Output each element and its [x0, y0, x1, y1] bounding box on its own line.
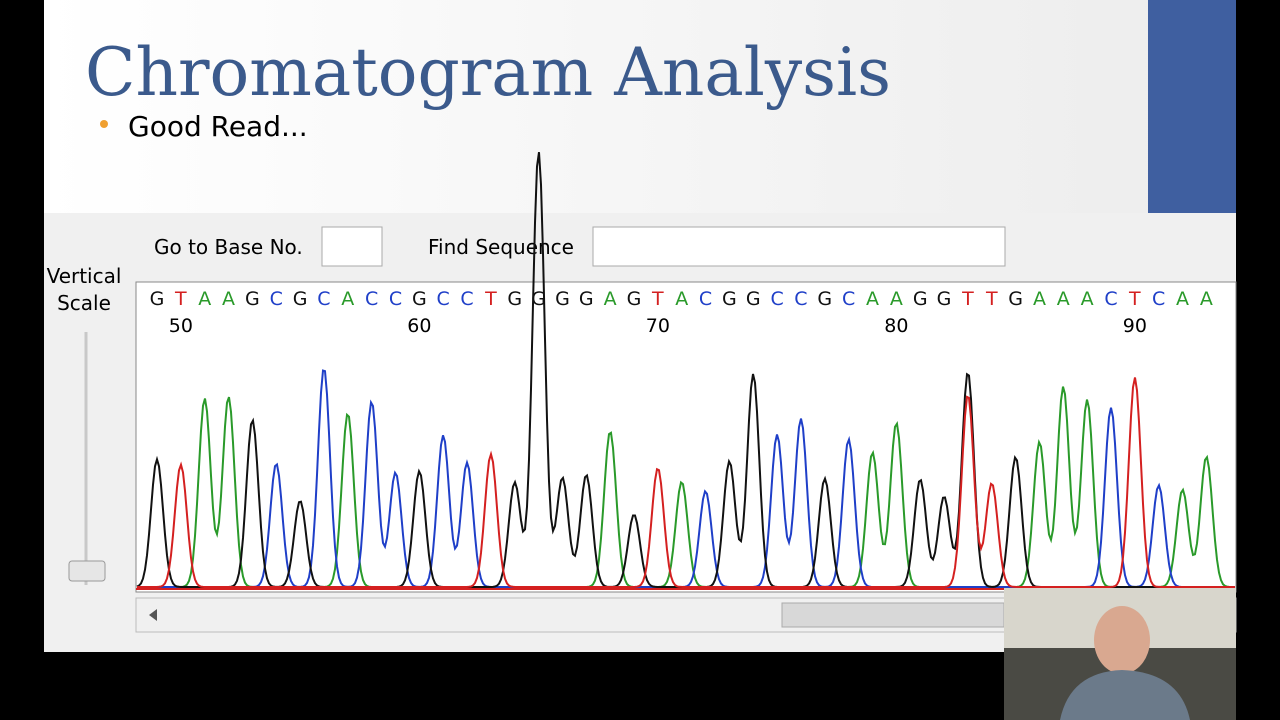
find-label: Find Sequence	[428, 235, 574, 259]
base-letter: A	[1057, 288, 1070, 310]
base-letter: A	[222, 288, 235, 310]
base-letter: C	[270, 288, 283, 310]
webcam-shirt	[1060, 670, 1190, 720]
base-position: 70	[646, 315, 670, 337]
base-letter: A	[675, 288, 688, 310]
webcam-face	[1094, 606, 1150, 674]
base-letter: A	[1033, 288, 1046, 310]
base-letter: A	[890, 288, 903, 310]
base-letter: G	[1008, 288, 1023, 310]
base-letter: A	[866, 288, 879, 310]
goto-input[interactable]	[321, 226, 383, 267]
slide-title: Chromatogram Analysis	[85, 34, 891, 111]
accent-bar	[1148, 0, 1236, 213]
trace	[137, 377, 1235, 588]
scale-label: Vertical	[47, 264, 122, 288]
base-letter: A	[198, 288, 211, 310]
base-letter: T	[961, 288, 974, 310]
base-letter: C	[1152, 288, 1165, 310]
base-letter: G	[627, 288, 642, 310]
base-letter: G	[937, 288, 952, 310]
base-letter: A	[341, 288, 354, 310]
base-letter: G	[913, 288, 928, 310]
base-letter: T	[651, 288, 664, 310]
base-letter: A	[1176, 288, 1189, 310]
base-position: 90	[1123, 315, 1147, 337]
chromatogram-box	[135, 281, 1237, 593]
base-letter: G	[412, 288, 427, 310]
base-letter: G	[293, 288, 308, 310]
goto-label: Go to Base No.	[154, 235, 303, 259]
base-letter: G	[555, 288, 570, 310]
base-letter: A	[1081, 288, 1094, 310]
base-letter: G	[531, 288, 546, 310]
slider-thumb[interactable]	[68, 560, 106, 582]
base-letter: C	[389, 288, 402, 310]
base-letter: C	[437, 288, 450, 310]
base-position: 60	[407, 315, 431, 337]
base-letter: C	[794, 288, 807, 310]
base-letter: C	[842, 288, 855, 310]
base-letter: G	[150, 288, 165, 310]
base-letter: C	[317, 288, 330, 310]
scroll-left[interactable]	[149, 609, 157, 621]
base-letter: C	[365, 288, 378, 310]
base-letter: G	[722, 288, 737, 310]
base-position: 50	[169, 315, 193, 337]
bullet-dot	[100, 120, 108, 128]
base-letter: G	[245, 288, 260, 310]
base-letter: C	[460, 288, 473, 310]
base-letter: A	[1200, 288, 1213, 310]
find-input[interactable]	[592, 226, 1006, 267]
base-letter: T	[174, 288, 187, 310]
base-letter: G	[817, 288, 832, 310]
base-letter: T	[1128, 288, 1141, 310]
base-letter: T	[484, 288, 497, 310]
scale-label: Scale	[57, 291, 111, 315]
scroll-thumb[interactable]	[781, 602, 1005, 628]
base-letter: G	[746, 288, 761, 310]
base-letter: G	[579, 288, 594, 310]
bullet-text: Good Read...	[128, 110, 308, 143]
base-letter: C	[1104, 288, 1117, 310]
base-position: 80	[884, 315, 908, 337]
base-letter: T	[985, 288, 998, 310]
base-letter: C	[699, 288, 712, 310]
base-letter: C	[770, 288, 783, 310]
base-letter: A	[604, 288, 617, 310]
base-letter: G	[507, 288, 522, 310]
